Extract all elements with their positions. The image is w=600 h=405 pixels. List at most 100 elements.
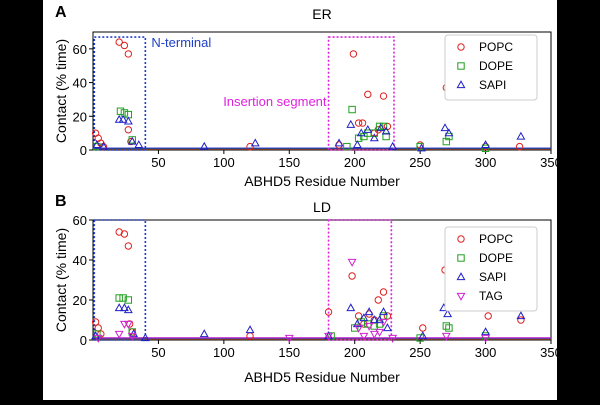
x-tick-label: 50 — [151, 155, 165, 170]
legend-label: SAPI — [479, 270, 506, 284]
point-sapi — [134, 140, 144, 149]
point-tag — [481, 334, 491, 343]
point-sapi — [352, 319, 362, 328]
y-tick-label: 60 — [73, 213, 87, 228]
point-popc — [364, 90, 372, 99]
x-tick-label: 200 — [344, 155, 366, 170]
point-popc — [115, 38, 123, 46]
legend-marker-sapi — [456, 80, 466, 89]
point-sapi — [118, 114, 128, 123]
x-tick-label: 350 — [540, 345, 557, 360]
point-dope — [128, 136, 136, 144]
y-tick-label: 0 — [80, 143, 87, 158]
point-popc — [94, 324, 102, 332]
point-dope — [93, 330, 101, 338]
point-popc — [91, 318, 100, 326]
point-tag — [127, 332, 137, 341]
point-tag — [441, 332, 451, 341]
point-sapi — [382, 323, 392, 332]
legend-marker-dope — [457, 254, 465, 262]
point-dope — [128, 328, 136, 336]
region-box — [327, 219, 393, 341]
point-popc — [419, 324, 427, 332]
point-popc — [120, 41, 129, 50]
point-sapi — [324, 331, 333, 340]
point-dope — [116, 107, 125, 115]
legend-box — [444, 226, 538, 312]
point-sapi — [140, 333, 150, 342]
point-dope — [119, 294, 127, 302]
point-sapi — [369, 133, 379, 142]
x-tick-label: 250 — [409, 345, 431, 360]
point-tag — [364, 322, 374, 331]
legend-marker-popc — [457, 235, 465, 243]
point-popc — [120, 230, 129, 238]
y-tick-label: 0 — [80, 333, 87, 348]
point-popc — [349, 50, 358, 58]
region-label: N-terminal — [151, 35, 211, 50]
point-dope — [481, 144, 490, 153]
x-tick-label: 100 — [213, 345, 235, 360]
point-popc — [124, 50, 133, 58]
region-box — [93, 36, 147, 151]
point-popc — [358, 119, 367, 127]
point-tag — [114, 330, 124, 339]
point-dope — [370, 129, 379, 137]
legend-marker-dope — [457, 62, 465, 70]
point-popc — [124, 126, 133, 134]
plot-frame — [92, 219, 552, 341]
point-popc — [517, 316, 525, 324]
point-sapi — [92, 140, 102, 149]
point-tag — [388, 334, 398, 343]
point-sapi — [481, 140, 491, 149]
point-sapi — [334, 138, 344, 147]
point-dope — [416, 142, 424, 151]
point-sapi — [369, 315, 379, 324]
point-sapi — [199, 141, 209, 150]
point-sapi — [481, 327, 491, 336]
point-sapi — [356, 128, 366, 137]
point-tag — [93, 334, 103, 343]
point-popc — [379, 92, 388, 100]
point-tag — [123, 320, 133, 329]
point-sapi — [444, 128, 454, 137]
panel-title: ER — [312, 6, 331, 22]
point-tag — [369, 330, 379, 339]
point-dope — [343, 142, 351, 151]
x-tick-label: 250 — [409, 155, 431, 170]
region-box — [327, 36, 395, 151]
point-sapi — [119, 303, 129, 312]
y-tick-label: 20 — [73, 293, 87, 308]
point-sapi — [381, 126, 391, 135]
point-sapi — [127, 136, 137, 145]
point-sapi — [388, 141, 398, 150]
point-popc — [348, 272, 356, 280]
point-sapi — [114, 303, 124, 312]
region-box — [93, 219, 147, 341]
point-sapi — [99, 141, 108, 150]
point-tag — [347, 258, 357, 267]
point-sapi — [199, 329, 209, 338]
point-sapi — [359, 313, 369, 322]
point-dope — [445, 132, 453, 141]
point-sapi — [516, 311, 526, 320]
panel-label: A — [55, 4, 67, 21]
x-axis-label: ABHD5 Residue Number — [244, 369, 400, 385]
x-tick-label: 300 — [475, 345, 497, 360]
point-dope — [327, 332, 335, 340]
x-tick-label: 50 — [151, 345, 165, 360]
legend-marker-sapi — [456, 272, 466, 281]
plot-frame — [92, 31, 552, 151]
point-sapi — [363, 124, 373, 133]
legend-label: DOPE — [479, 251, 513, 265]
point-sapi — [443, 309, 453, 318]
point-sapi — [376, 123, 386, 132]
y-axis-label: Contact (% time) — [53, 39, 69, 143]
point-sapi — [346, 303, 356, 312]
x-axis-label: ABHD5 Residue Number — [244, 173, 400, 189]
point-popc — [383, 312, 392, 320]
point-tag — [284, 334, 294, 343]
panel-label: B — [55, 193, 67, 210]
legend-label: TAG — [479, 289, 503, 303]
